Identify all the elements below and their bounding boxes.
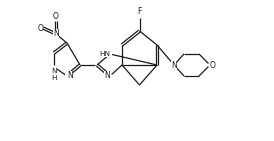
- Text: N
H: N H: [51, 68, 57, 81]
- Text: F: F: [137, 7, 142, 16]
- Text: O: O: [53, 12, 59, 21]
- Text: O: O: [210, 60, 216, 70]
- Text: O: O: [37, 24, 43, 32]
- Text: N: N: [53, 29, 59, 38]
- Text: N: N: [104, 71, 110, 81]
- Text: N: N: [171, 60, 177, 70]
- Text: N: N: [67, 71, 73, 81]
- Text: HN: HN: [99, 51, 110, 57]
